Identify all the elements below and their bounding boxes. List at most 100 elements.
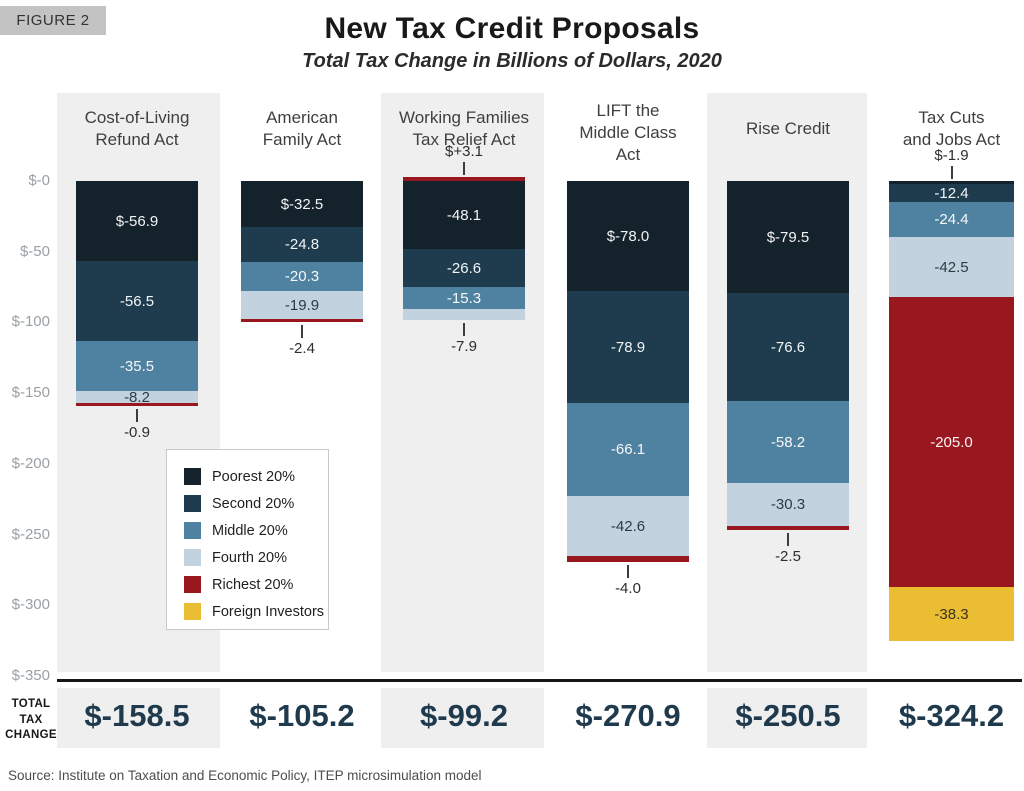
bar-segment-foreign: -38.3 bbox=[889, 587, 1014, 641]
bar-segment-fourth bbox=[403, 309, 525, 320]
source-note: Source: Institute on Taxation and Econom… bbox=[8, 768, 482, 783]
bar-segment-poorest: -48.1 bbox=[403, 181, 525, 249]
bar-segment-second: -56.5 bbox=[76, 261, 198, 341]
legend-label: Richest 20% bbox=[212, 576, 294, 593]
bar-segment-second: -78.9 bbox=[567, 291, 689, 403]
y-axis-tick: $-50 bbox=[19, 242, 50, 260]
legend-swatch-fourth bbox=[184, 549, 201, 566]
bar-segment-second: -12.4 bbox=[889, 184, 1014, 202]
bar-segment-poorest: $-78.0 bbox=[567, 181, 689, 291]
column-total: $-158.5 bbox=[84, 698, 190, 733]
y-axis-tick: $-300 bbox=[11, 596, 50, 614]
bar-segment-middle: -24.4 bbox=[889, 202, 1014, 237]
bar-segment-poorest: $-56.9 bbox=[76, 181, 198, 261]
column-header: American Family Act bbox=[262, 108, 342, 149]
bar-segment-second: -26.6 bbox=[403, 249, 525, 287]
legend-item: Second 20% bbox=[184, 490, 328, 517]
callout-label: -2.4 bbox=[289, 340, 315, 357]
figure-label: FIGURE 2 bbox=[0, 6, 106, 35]
chart-title: New Tax Credit Proposals bbox=[324, 12, 700, 45]
bar-segment-fourth: -8.2 bbox=[76, 390, 198, 405]
chart-subtitle: Total Tax Change in Billions of Dollars,… bbox=[302, 50, 722, 72]
column-total: $-105.2 bbox=[249, 698, 355, 733]
legend-label: Fourth 20% bbox=[212, 549, 287, 566]
legend-box: Poorest 20% Second 20% Middle 20% Fourth 20… bbox=[166, 449, 329, 630]
bar-segment-middle: -58.2 bbox=[727, 401, 849, 483]
column-header: LIFT the Middle Class Act bbox=[579, 101, 677, 164]
callout-line bbox=[136, 409, 138, 422]
callout-label: $+3.1 bbox=[445, 143, 483, 160]
column-total: $-270.9 bbox=[575, 698, 681, 733]
bar-segment-richest bbox=[403, 177, 525, 181]
callout-label: -0.9 bbox=[124, 424, 150, 441]
legend-item: Middle 20% bbox=[184, 517, 328, 544]
bar-segment-middle: -20.3 bbox=[241, 262, 363, 291]
y-axis-tick: $-350 bbox=[11, 666, 50, 684]
column-header: Rise Credit bbox=[745, 119, 831, 139]
bar-stack: $-79.5 -76.6 -58.2 -30.3 bbox=[727, 181, 849, 530]
bar-segment-poorest: $-32.5 bbox=[241, 181, 363, 227]
y-axis-tick: $-150 bbox=[11, 384, 50, 402]
callout-label: -4.0 bbox=[615, 580, 641, 597]
bar-segment-richest bbox=[76, 403, 198, 406]
legend-label: Middle 20% bbox=[212, 522, 288, 539]
column-header: Cost-of-Living Refund Act bbox=[84, 108, 190, 149]
bar-segment-fourth: -30.3 bbox=[727, 483, 849, 526]
column-band-total-row bbox=[381, 688, 544, 748]
bar-segment-middle: -66.1 bbox=[567, 403, 689, 496]
column-band-total-row bbox=[707, 688, 867, 748]
bar-segment-richest bbox=[241, 319, 363, 322]
callout-line bbox=[463, 162, 465, 175]
callout-line bbox=[787, 533, 789, 546]
legend-item: Fourth 20% bbox=[184, 544, 328, 571]
legend-label: Poorest 20% bbox=[212, 468, 296, 485]
column-header: Tax Cuts and Jobs Act bbox=[902, 108, 1001, 149]
column-band-total-row bbox=[57, 688, 220, 748]
y-axis-tick: $-250 bbox=[11, 525, 50, 543]
bar-segment-richest bbox=[727, 526, 849, 530]
bar-segment-poorest: $-79.5 bbox=[727, 181, 849, 293]
bar-segment-poorest bbox=[889, 181, 1014, 184]
bar-segment-fourth: -42.5 bbox=[889, 237, 1014, 297]
callout-line bbox=[463, 323, 465, 336]
callout-label: -7.9 bbox=[451, 338, 477, 355]
callout-label: $-1.9 bbox=[934, 147, 969, 164]
callout-line bbox=[301, 325, 303, 338]
legend-swatch-second bbox=[184, 495, 201, 512]
bar-segment-richest: -205.0 bbox=[889, 297, 1014, 587]
bar-segment-richest bbox=[567, 556, 689, 562]
legend-swatch-foreign bbox=[184, 603, 201, 620]
column-total: $-324.2 bbox=[898, 698, 1005, 733]
callout-label: -2.5 bbox=[775, 548, 801, 565]
bar-segment-middle: -15.3 bbox=[403, 287, 525, 309]
bar-segment-fourth: -42.6 bbox=[567, 496, 689, 556]
callout-line bbox=[627, 565, 629, 578]
bar-stack: -48.1 -26.6 -15.3 bbox=[403, 177, 525, 320]
legend-swatch-middle bbox=[184, 522, 201, 539]
legend-label: Second 20% bbox=[212, 495, 295, 512]
bar-segment-second: -24.8 bbox=[241, 227, 363, 262]
axis-baseline-rule bbox=[57, 679, 1022, 682]
column-total: $-250.5 bbox=[735, 698, 841, 733]
y-axis-tick: $-0 bbox=[28, 172, 50, 189]
bar-segment-fourth: -19.9 bbox=[241, 291, 363, 319]
bar-stack: $-32.5 -24.8 -20.3 -19.9 bbox=[241, 181, 363, 322]
bar-stack: $-56.9 -56.5 -35.5 -8.2 bbox=[76, 181, 198, 406]
bar-segment-middle: -35.5 bbox=[76, 341, 198, 391]
callout-line bbox=[950, 166, 953, 179]
bar-stack: $-78.0 -78.9 -66.1 -42.6 bbox=[567, 181, 689, 562]
bar-stack: -12.4 -24.4 -42.5 -205.0 -38.3 bbox=[889, 181, 1014, 641]
total-tax-change-label: TOTAL TAX CHANGE bbox=[5, 698, 57, 742]
bar-segment-second: -76.6 bbox=[727, 293, 849, 401]
y-axis-tick: $-200 bbox=[11, 454, 50, 472]
legend-swatch-richest bbox=[184, 576, 201, 593]
column-total: $-99.2 bbox=[420, 698, 508, 733]
column-header: Working Families Tax Relief Act bbox=[398, 108, 530, 149]
legend-item: Richest 20% bbox=[184, 571, 328, 598]
legend-item: Poorest 20% bbox=[184, 463, 328, 490]
y-axis-tick: $-100 bbox=[11, 313, 50, 331]
legend-swatch-poorest bbox=[184, 468, 201, 485]
legend-label: Foreign Investors bbox=[212, 603, 325, 620]
legend-item: Foreign Investors bbox=[184, 598, 328, 625]
